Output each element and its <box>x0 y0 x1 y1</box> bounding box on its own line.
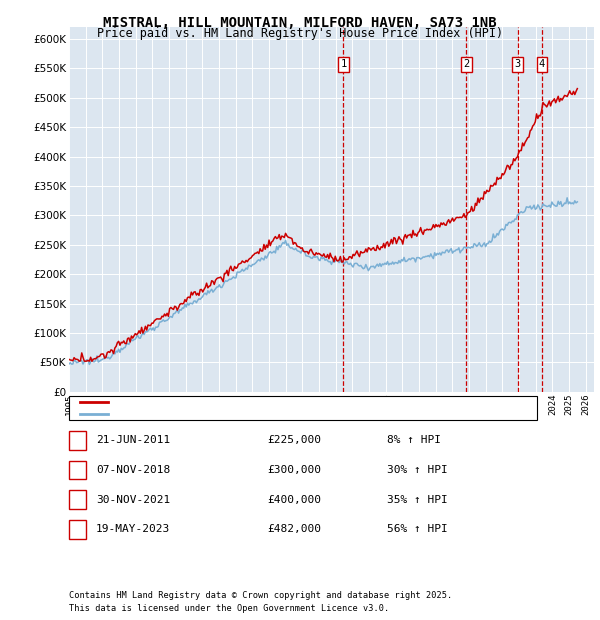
Text: This data is licensed under the Open Government Licence v3.0.: This data is licensed under the Open Gov… <box>69 603 389 613</box>
Text: 21-JUN-2011: 21-JUN-2011 <box>96 435 170 445</box>
Text: 56% ↑ HPI: 56% ↑ HPI <box>387 525 448 534</box>
Text: £482,000: £482,000 <box>267 525 321 534</box>
Text: 4: 4 <box>539 60 545 69</box>
Text: 1: 1 <box>340 60 347 69</box>
Text: Contains HM Land Registry data © Crown copyright and database right 2025.: Contains HM Land Registry data © Crown c… <box>69 591 452 600</box>
Text: MISTRAL, HILL MOUNTAIN, MILFORD HAVEN, SA73 1NB (detached house): MISTRAL, HILL MOUNTAIN, MILFORD HAVEN, S… <box>113 397 489 407</box>
Text: HPI: Average price, detached house, Pembrokeshire: HPI: Average price, detached house, Pemb… <box>113 409 401 419</box>
Text: 30% ↑ HPI: 30% ↑ HPI <box>387 465 448 475</box>
Text: 1: 1 <box>74 435 81 445</box>
Text: 07-NOV-2018: 07-NOV-2018 <box>96 465 170 475</box>
Text: 30-NOV-2021: 30-NOV-2021 <box>96 495 170 505</box>
Text: £300,000: £300,000 <box>267 465 321 475</box>
Text: £400,000: £400,000 <box>267 495 321 505</box>
Text: 3: 3 <box>515 60 521 69</box>
Text: 2: 2 <box>463 60 470 69</box>
Text: £225,000: £225,000 <box>267 435 321 445</box>
Text: 8% ↑ HPI: 8% ↑ HPI <box>387 435 441 445</box>
Text: 19-MAY-2023: 19-MAY-2023 <box>96 525 170 534</box>
Text: 3: 3 <box>74 495 81 505</box>
Text: 2: 2 <box>74 465 81 475</box>
Bar <box>576 27 594 392</box>
Text: MISTRAL, HILL MOUNTAIN, MILFORD HAVEN, SA73 1NB: MISTRAL, HILL MOUNTAIN, MILFORD HAVEN, S… <box>103 16 497 30</box>
Text: 35% ↑ HPI: 35% ↑ HPI <box>387 495 448 505</box>
Text: 4: 4 <box>74 525 81 534</box>
Text: Price paid vs. HM Land Registry's House Price Index (HPI): Price paid vs. HM Land Registry's House … <box>97 27 503 40</box>
